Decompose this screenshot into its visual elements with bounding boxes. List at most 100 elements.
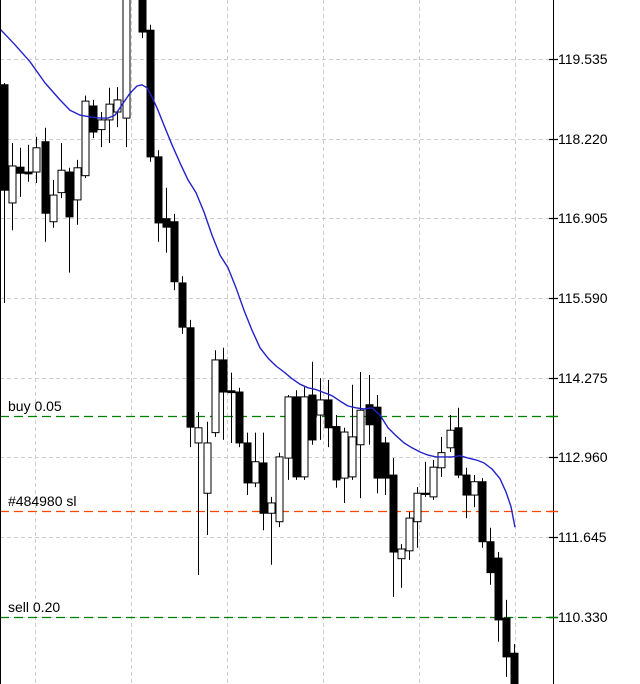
candle-body-bear — [478, 481, 487, 543]
candle — [8, 142, 17, 231]
candle — [32, 136, 41, 183]
candle-body-bull — [32, 147, 41, 173]
candle-body-bear — [219, 359, 228, 393]
candle — [41, 127, 50, 242]
candle — [462, 467, 471, 519]
candle — [421, 461, 430, 497]
candle — [24, 144, 33, 182]
candle-body-bull — [73, 167, 82, 201]
candle-body-bear — [16, 166, 25, 174]
candle-body-bear — [162, 218, 171, 228]
candle-body-bull — [413, 492, 422, 523]
candle — [510, 644, 519, 684]
candle — [162, 187, 171, 253]
candle-body-bull — [300, 396, 309, 478]
candle-body-bear — [462, 474, 471, 496]
candle — [389, 458, 398, 597]
candle — [122, 0, 131, 148]
candle-body-bear — [154, 156, 163, 224]
candle — [211, 350, 220, 437]
candle-body-bull — [470, 481, 479, 496]
candle-body-bear — [227, 390, 236, 394]
candle-body-bull — [429, 466, 438, 498]
trade-lines — [0, 415, 553, 619]
candle-body-bull — [397, 548, 406, 560]
price-axis-label: 116.905 — [558, 210, 608, 227]
candle-body-bull — [284, 396, 293, 459]
stop-loss-line-label[interactable]: #484980 sl — [8, 493, 77, 509]
candle-body-bull — [446, 429, 455, 449]
candle-body-bear — [170, 221, 179, 283]
candle — [316, 378, 325, 440]
candle-body-bull — [122, 0, 131, 119]
candle-body-bull — [348, 436, 357, 478]
ma-polyline — [0, 28, 516, 528]
candle — [203, 421, 212, 536]
candle — [332, 415, 341, 488]
candle — [348, 384, 357, 480]
candle — [251, 432, 260, 488]
candle-body-bull — [81, 100, 90, 177]
candle — [186, 319, 195, 448]
price-axis-label: 115.590 — [558, 290, 608, 307]
candle-body-bull — [203, 442, 212, 494]
candle — [89, 99, 98, 139]
sell-order-line-label[interactable]: sell 0.20 — [8, 598, 61, 615]
candle-body-bull — [105, 103, 114, 121]
price-axis-label: 110.330 — [558, 608, 608, 625]
candle-body-bull — [405, 517, 414, 552]
candle-body-bear — [243, 442, 252, 484]
candle-body-bull — [340, 431, 349, 479]
candle-body-bear — [235, 391, 244, 444]
candle-body-bear — [138, 0, 147, 33]
candle-body-bear — [186, 327, 195, 428]
candle — [243, 432, 252, 496]
candle — [373, 395, 382, 494]
candle-body-bull — [316, 399, 325, 416]
candle-body-bull — [97, 119, 106, 131]
candle — [194, 412, 203, 576]
candle — [227, 372, 236, 443]
candle — [49, 179, 58, 228]
candle-body-bull — [8, 165, 17, 204]
candle — [429, 459, 438, 500]
candle — [356, 372, 365, 499]
price-axis-label: 114.275 — [558, 369, 608, 386]
candle-body-bear — [259, 462, 268, 514]
candle-body-bear — [389, 474, 398, 553]
buy-order-line-label[interactable]: buy 0.05 — [8, 397, 62, 414]
candle — [486, 527, 495, 585]
candle-body-bear — [510, 652, 519, 684]
candle-body-bear — [494, 557, 503, 621]
moving-average-line — [0, 28, 516, 528]
candle-body-bull — [211, 359, 220, 434]
candle — [446, 415, 455, 453]
price-axis-label: 118.220 — [558, 130, 608, 147]
candle — [105, 87, 114, 143]
price-axis-label: 112.960 — [558, 449, 608, 466]
candles — [0, 0, 519, 684]
candle — [502, 599, 511, 677]
candle — [405, 512, 414, 560]
candle — [478, 478, 487, 548]
candle — [0, 82, 9, 303]
candle-body-bear — [324, 399, 333, 429]
candle — [57, 142, 66, 199]
candle-body-bear — [381, 442, 390, 479]
candle-body-bull — [49, 194, 58, 223]
candle-body-bear — [292, 396, 301, 478]
candle — [308, 361, 317, 445]
candle — [381, 436, 390, 496]
candle — [300, 387, 309, 480]
candle — [267, 496, 276, 565]
candle — [284, 395, 293, 480]
candle-body-bull — [437, 452, 446, 469]
candle-body-bull — [251, 461, 260, 484]
candle-body-bear — [89, 105, 98, 133]
price-axis-scale[interactable] — [0, 0, 559, 684]
candle — [324, 379, 333, 448]
candle-body-bear — [502, 617, 511, 658]
price-axis-label: 111.645 — [558, 529, 607, 546]
